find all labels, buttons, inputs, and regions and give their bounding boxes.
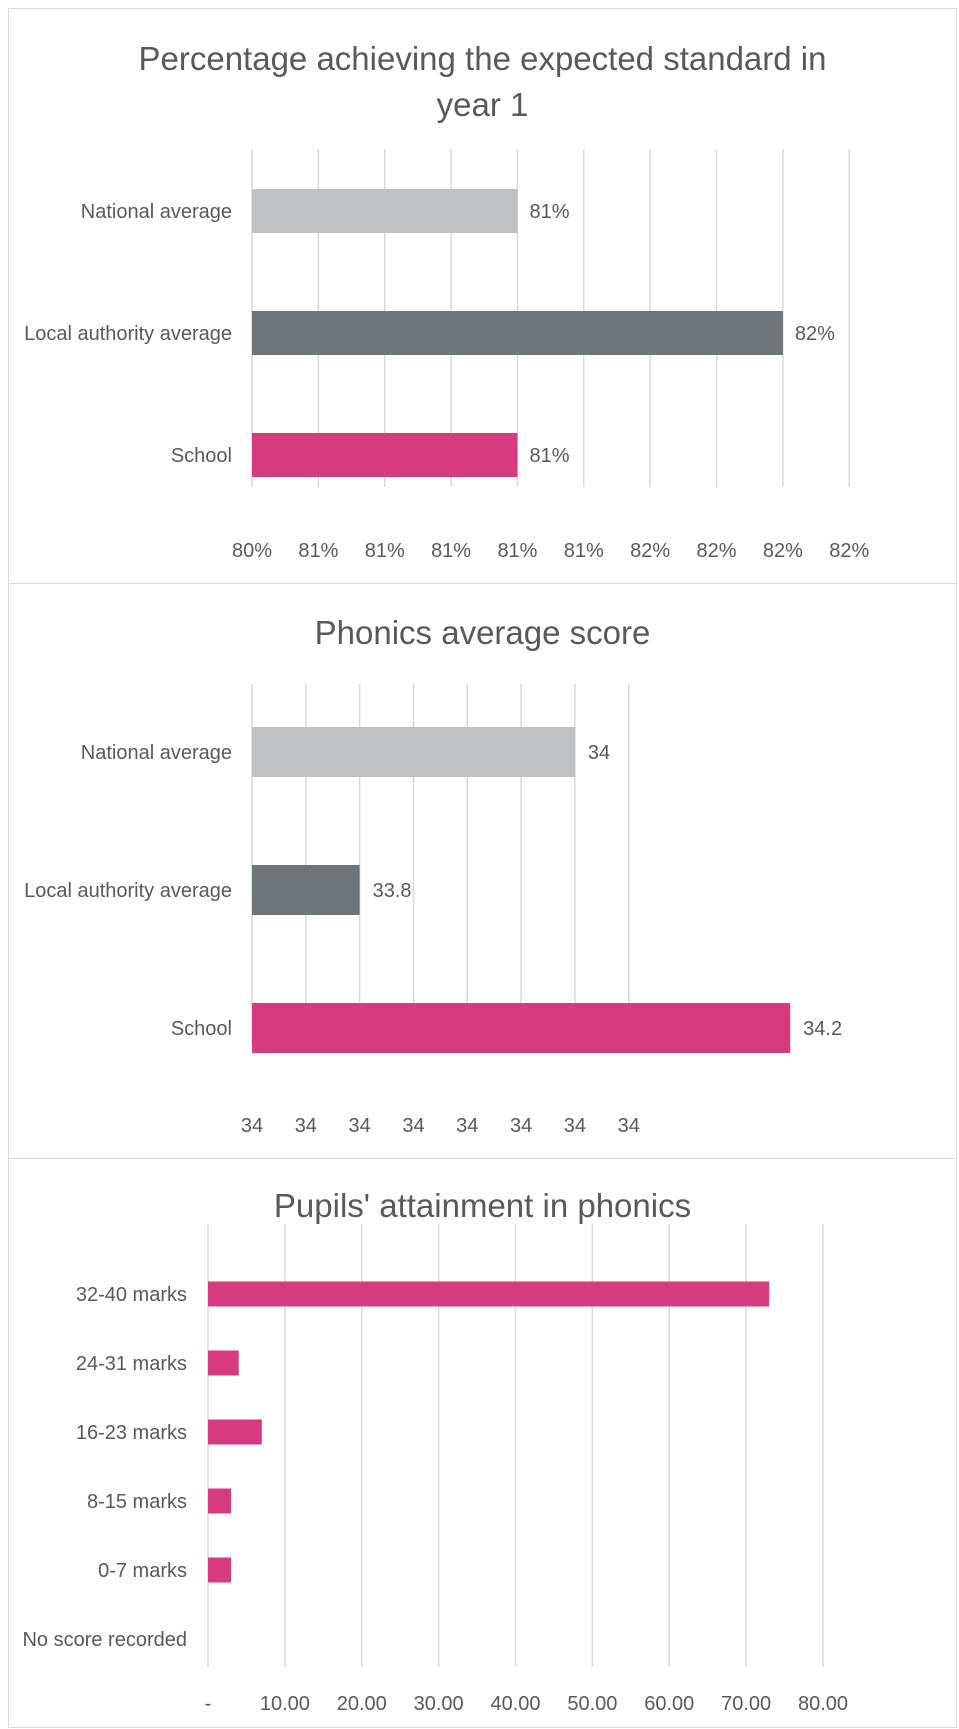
- x-tick-label: 40.00: [490, 1693, 540, 1715]
- category-label: Local authority average: [24, 880, 232, 902]
- data-label: 81%: [529, 201, 569, 223]
- bar: [208, 1419, 262, 1445]
- x-tick-label: 81%: [497, 540, 537, 562]
- data-label: 82%: [795, 323, 835, 345]
- data-label: 33.8: [373, 880, 412, 902]
- chart-plot-attainment: - 10.00 20.00 30.00 40.00 50.00 60.00 70.00 80.0…: [22, 1224, 848, 1715]
- x-tick-label: 81%: [564, 540, 604, 562]
- x-tick-label: 34: [564, 1115, 586, 1137]
- x-tick-label: 81%: [365, 540, 405, 562]
- category-label: No score recorded: [22, 1629, 187, 1651]
- chart-plot-expected-standard: 80% 81% 81% 81% 81% 81% 82% 82% 82% 82% National a…: [24, 149, 870, 562]
- x-tick-label: 34: [402, 1115, 424, 1137]
- x-tick-label: 50.00: [567, 1693, 617, 1715]
- chart-title: Phonics average score: [314, 614, 651, 651]
- bar: [208, 1557, 232, 1583]
- category-label: 32-40 marks: [76, 1284, 187, 1306]
- data-label: 81%: [529, 445, 569, 467]
- category-label: School: [171, 445, 232, 467]
- bar: [252, 727, 575, 777]
- x-tick-label: 70.00: [721, 1693, 771, 1715]
- x-tick-label: 82%: [829, 540, 869, 562]
- bar: [252, 433, 518, 477]
- category-label: 24-31 marks: [76, 1353, 187, 1375]
- x-tick-label: 30.00: [414, 1693, 464, 1715]
- data-label: 34.2: [803, 1018, 842, 1040]
- bar: [252, 1003, 791, 1053]
- chart-title: Percentage achieving the expected standa…: [138, 40, 827, 123]
- x-tick-label: 80.00: [798, 1693, 848, 1715]
- x-tick-label: 60.00: [644, 1693, 694, 1715]
- bar: [208, 1281, 770, 1307]
- bar: [208, 1488, 232, 1514]
- category-label: School: [171, 1018, 232, 1040]
- x-tick-label: 34: [295, 1115, 317, 1137]
- data-label: 34: [588, 742, 610, 764]
- x-tick-label: 20.00: [337, 1693, 387, 1715]
- x-tick-label: 34: [456, 1115, 478, 1137]
- x-tick-label: 81%: [431, 540, 471, 562]
- x-tick-label: 34: [618, 1115, 640, 1137]
- category-label: National average: [81, 201, 232, 223]
- category-label: 0-7 marks: [98, 1560, 187, 1582]
- category-label: National average: [81, 742, 232, 764]
- category-label: 8-15 marks: [87, 1491, 187, 1513]
- chart-panel-attainment: Pupils' attainment in phonics - 10.00 20.0…: [8, 1158, 957, 1728]
- bar: [208, 1350, 239, 1376]
- chart-panel-expected-standard: Percentage achieving the expected standa…: [8, 8, 957, 584]
- chart-title: Pupils' attainment in phonics: [273, 1187, 692, 1224]
- bar: [252, 189, 518, 233]
- chart-panel-phonics-average: Phonics average score 34 34 34 34 34 34 34 34 Na…: [8, 583, 957, 1159]
- x-tick-label: 82%: [763, 540, 803, 562]
- x-tick-label: 80%: [232, 540, 272, 562]
- category-label: 16-23 marks: [76, 1422, 187, 1444]
- x-tick-label: 34: [241, 1115, 263, 1137]
- x-tick-label: -: [205, 1693, 212, 1715]
- category-label: Local authority average: [24, 323, 232, 345]
- x-tick-label: 81%: [298, 540, 338, 562]
- bar: [252, 311, 783, 355]
- x-tick-label: 82%: [697, 540, 737, 562]
- chart-plot-phonics-average: 34 34 34 34 34 34 34 34 National average 34 Local …: [24, 684, 842, 1137]
- bar: [252, 865, 360, 915]
- x-tick-label: 34: [349, 1115, 371, 1137]
- x-tick-label: 82%: [630, 540, 670, 562]
- x-tick-label: 10.00: [260, 1693, 310, 1715]
- x-tick-label: 34: [510, 1115, 532, 1137]
